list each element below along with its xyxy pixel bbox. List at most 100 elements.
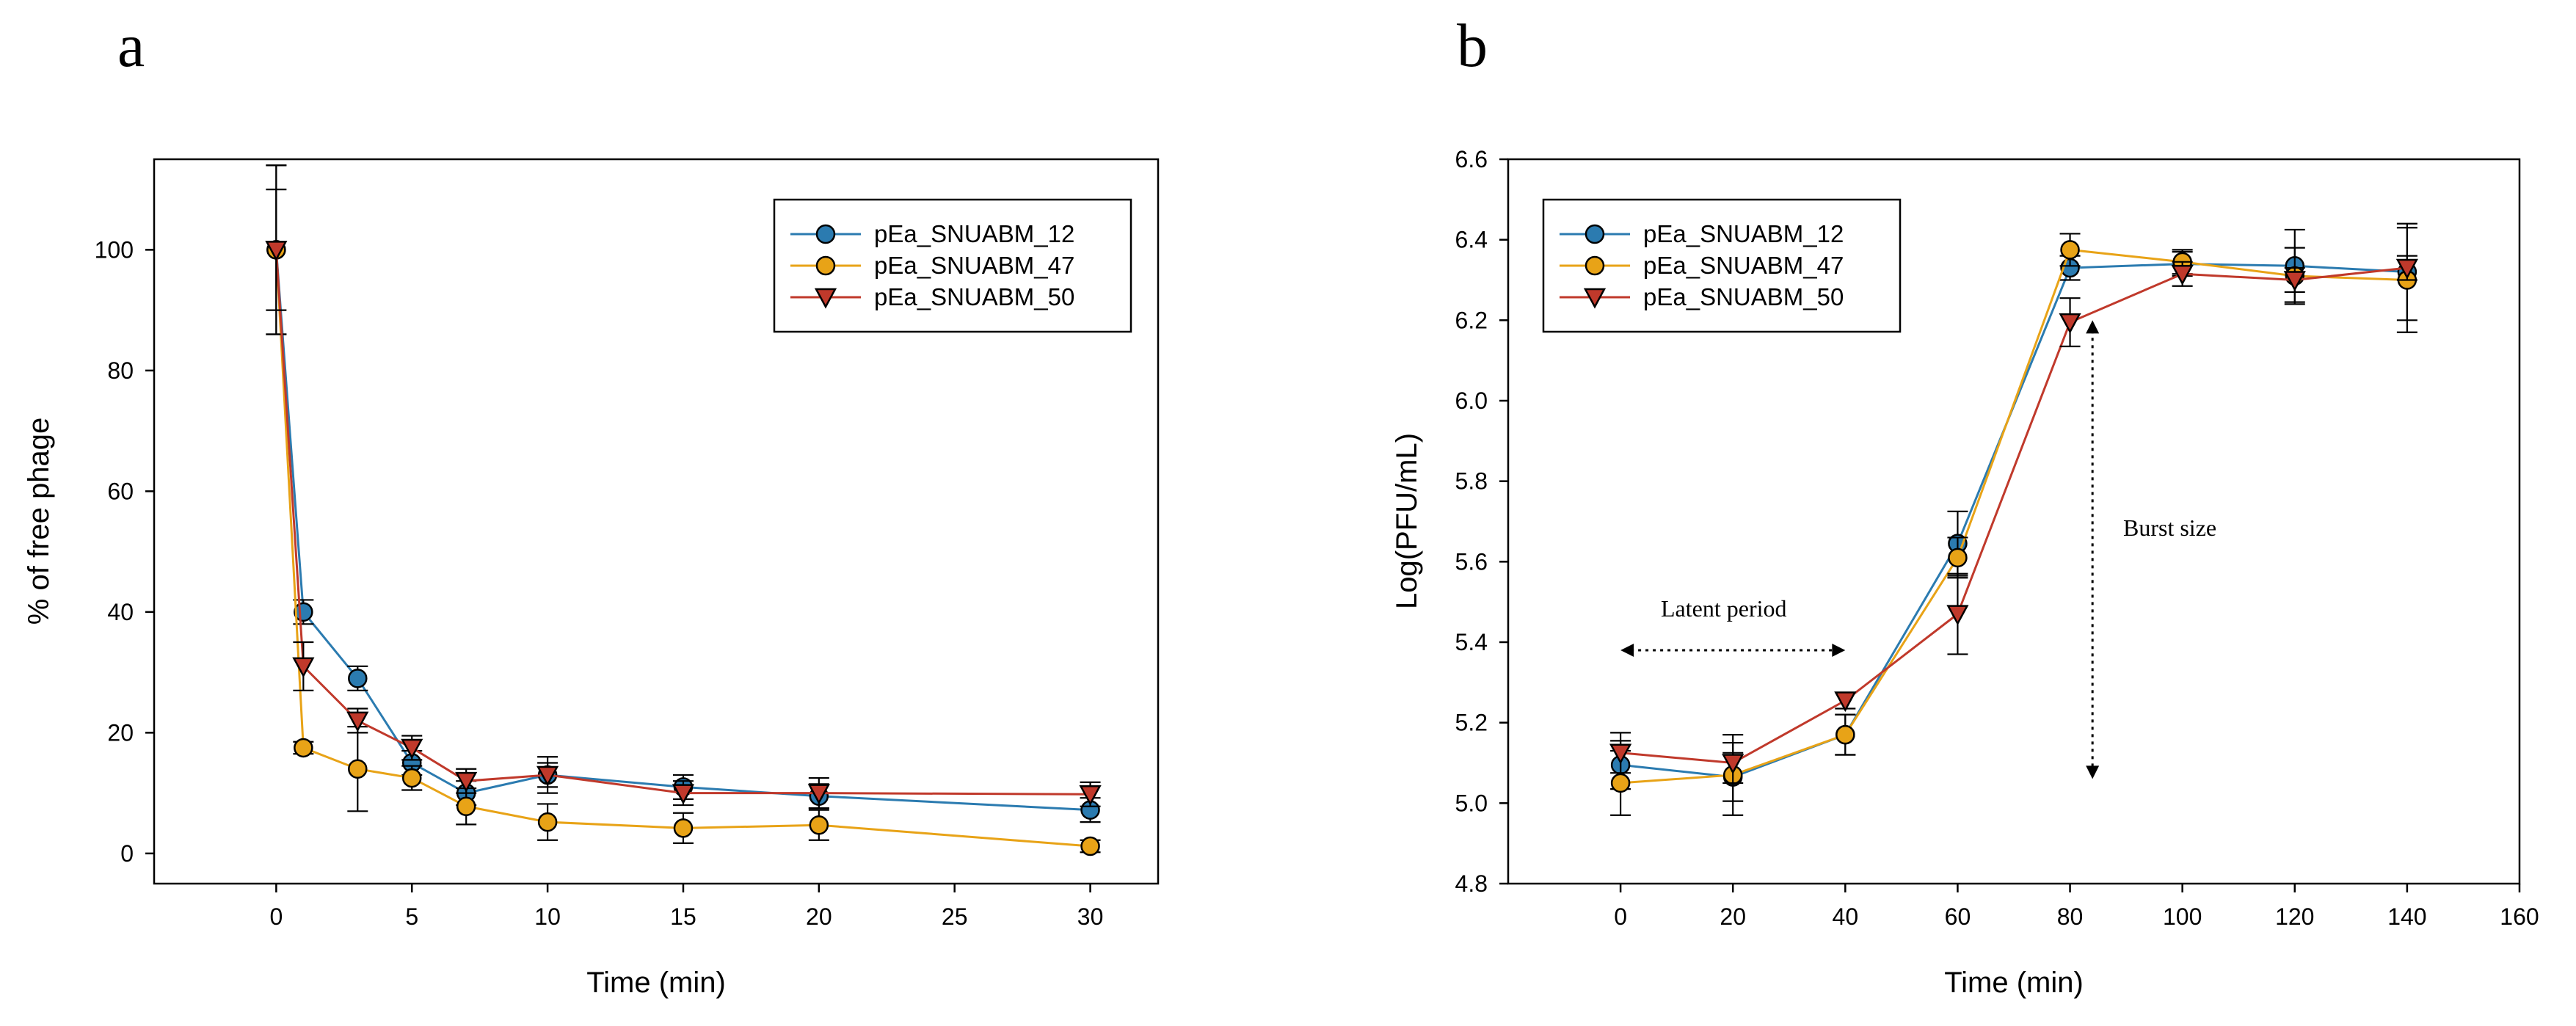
panel-letter-a: a bbox=[117, 12, 145, 80]
data-point bbox=[348, 759, 368, 779]
legend-marker bbox=[815, 224, 836, 244]
x-tick-label: 25 bbox=[942, 903, 968, 930]
y-tick-label: 4.8 bbox=[1455, 870, 1488, 897]
x-tick-label: 0 bbox=[269, 903, 283, 930]
legend-marker bbox=[814, 288, 837, 309]
data-point bbox=[2171, 265, 2194, 285]
y-axis-label-b: Log(PFU/mL) bbox=[1391, 433, 1423, 609]
tick-group-a: 0 5 10 15 20 25 30 0 20 40 60 80 100 bbox=[95, 236, 1104, 930]
annotation-latent-period: Latent period bbox=[1661, 595, 1786, 622]
data-point bbox=[1835, 724, 1855, 745]
data-point bbox=[1080, 836, 1100, 856]
data-point bbox=[1834, 691, 1857, 713]
x-tick-label: 160 bbox=[2500, 903, 2539, 930]
data-point bbox=[401, 738, 423, 760]
data-point bbox=[809, 815, 829, 835]
data-point bbox=[1610, 773, 1631, 793]
y-tick-label: 5.0 bbox=[1455, 790, 1488, 816]
legend-marker bbox=[1584, 224, 1605, 244]
data-point bbox=[2395, 258, 2418, 280]
data-point bbox=[1609, 743, 1632, 765]
series-line bbox=[1620, 266, 2408, 765]
legend-label: pEa_SNUABM_47 bbox=[1643, 252, 1844, 279]
y-tick-label: 5.4 bbox=[1455, 629, 1488, 655]
data-point bbox=[537, 812, 558, 832]
tick-group-b: 0 20 40 60 80 100 120 140 160 4.8 5.0 5.2 5.4 5.6 5.8 6… bbox=[1455, 146, 2539, 930]
x-tick-label: 120 bbox=[2275, 903, 2314, 930]
data-point bbox=[456, 796, 476, 816]
x-tick-label: 140 bbox=[2387, 903, 2426, 930]
data-point bbox=[673, 818, 694, 838]
panel-letter-b: b bbox=[1457, 12, 1488, 80]
data-point bbox=[348, 669, 368, 688]
y-axis-label-a: % of free phage bbox=[23, 418, 55, 625]
y-tick-label: 100 bbox=[95, 236, 134, 263]
burst-size-arrow-head-up bbox=[2086, 320, 2100, 334]
series-group-a bbox=[265, 164, 1102, 856]
x-tick-label: 20 bbox=[1720, 903, 1746, 930]
data-point bbox=[265, 241, 288, 261]
x-axis-label-b: Time (min) bbox=[1944, 967, 2084, 999]
data-point bbox=[2059, 313, 2081, 334]
legend-label: pEa_SNUABM_47 bbox=[874, 252, 1074, 279]
y-tick-label: 5.6 bbox=[1455, 548, 1488, 575]
series-group-b bbox=[1609, 222, 2418, 816]
data-point bbox=[1079, 785, 1102, 806]
data-point bbox=[1946, 605, 1969, 626]
x-tick-label: 80 bbox=[2057, 903, 2084, 930]
series-pEa_SNUABM_50 bbox=[265, 189, 1102, 809]
legend-marker bbox=[815, 255, 836, 276]
y-tick-label: 20 bbox=[107, 719, 134, 746]
x-tick-label: 40 bbox=[1833, 903, 1859, 930]
plot-frame-b bbox=[1507, 158, 2521, 885]
data-point bbox=[346, 711, 369, 732]
legend-b: pEa_SNUABM_12 pEa_SNUABM_47 pEa_SNUABM_50 bbox=[1542, 198, 1902, 333]
data-point bbox=[536, 765, 559, 787]
y-tick-label: 60 bbox=[107, 478, 134, 504]
series-pEa_SNUABM_50 bbox=[1609, 255, 2418, 785]
data-point bbox=[2283, 271, 2306, 292]
data-point bbox=[401, 768, 422, 788]
y-tick-label: 0 bbox=[120, 840, 134, 867]
y-tick-label: 5.8 bbox=[1455, 468, 1488, 495]
legend-marker bbox=[1584, 255, 1605, 276]
y-tick-label: 80 bbox=[107, 357, 134, 384]
y-tick-label: 40 bbox=[107, 599, 134, 625]
x-tick-label: 15 bbox=[670, 903, 696, 930]
series-line bbox=[1620, 263, 2407, 779]
x-tick-label: 10 bbox=[534, 903, 561, 930]
y-tick-label: 5.2 bbox=[1455, 710, 1488, 736]
data-point bbox=[294, 738, 313, 758]
series-line bbox=[1620, 248, 2407, 785]
panel-b: b Latent period Burst size 0 20 40 60 80 100 1… bbox=[1391, 12, 2539, 999]
data-point bbox=[1948, 547, 1968, 568]
x-tick-label: 20 bbox=[806, 903, 832, 930]
plot-frame-a bbox=[153, 158, 1160, 885]
annotation-burst-size: Burst size bbox=[2123, 514, 2216, 541]
legend-a: pEa_SNUABM_12 pEa_SNUABM_47 pEa_SNUABM_50 bbox=[773, 198, 1132, 333]
x-tick-label: 30 bbox=[1077, 903, 1104, 930]
legend-label: pEa_SNUABM_12 bbox=[874, 220, 1074, 247]
series-line bbox=[274, 250, 1091, 848]
legend-label: pEa_SNUABM_12 bbox=[1643, 220, 1844, 247]
y-tick-label: 6.0 bbox=[1455, 388, 1488, 414]
panel-a: a 0 5 10 15 20 25 30 0 20 40 60 80 100 Time (min) % … bbox=[23, 12, 1160, 999]
data-point bbox=[807, 784, 830, 805]
x-axis-label-a: Time (min) bbox=[586, 967, 726, 999]
data-point bbox=[672, 784, 695, 805]
x-tick-label: 100 bbox=[2163, 903, 2202, 930]
data-point bbox=[455, 771, 478, 793]
y-tick-label: 6.4 bbox=[1455, 227, 1488, 253]
y-tick-label: 6.6 bbox=[1455, 146, 1488, 172]
latent-period-arrow-head-left bbox=[1620, 643, 1634, 657]
x-tick-label: 0 bbox=[1614, 903, 1627, 930]
data-point bbox=[2060, 240, 2080, 260]
data-point bbox=[292, 657, 315, 678]
burst-size-arrow-head-down bbox=[2086, 765, 2100, 779]
series-pEa_SNUABM_47 bbox=[266, 164, 1101, 856]
legend-label: pEa_SNUABM_50 bbox=[874, 283, 1074, 310]
data-point bbox=[1722, 754, 1744, 775]
x-tick-label: 5 bbox=[405, 903, 418, 930]
annotations-b: Latent period Burst size bbox=[1620, 320, 2216, 779]
